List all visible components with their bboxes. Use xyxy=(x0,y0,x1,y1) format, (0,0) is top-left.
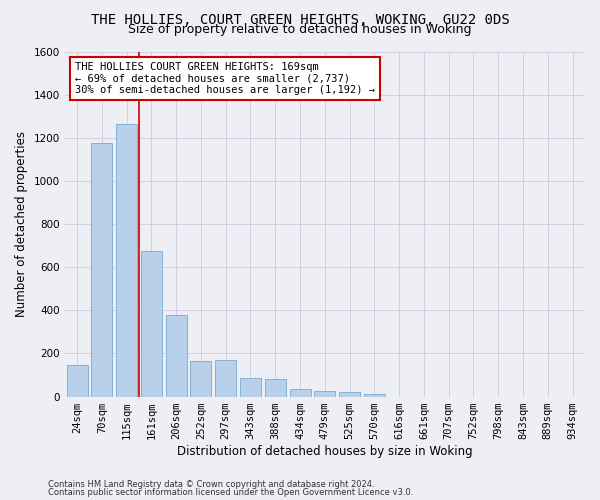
Bar xyxy=(141,251,162,396)
Bar xyxy=(265,379,286,396)
Bar xyxy=(91,143,112,397)
Bar xyxy=(339,392,360,396)
Bar xyxy=(67,366,88,396)
Text: THE HOLLIES COURT GREEN HEIGHTS: 169sqm
← 69% of detached houses are smaller (2,: THE HOLLIES COURT GREEN HEIGHTS: 169sqm … xyxy=(75,62,375,95)
Text: Contains public sector information licensed under the Open Government Licence v3: Contains public sector information licen… xyxy=(48,488,413,497)
Bar xyxy=(314,391,335,396)
Bar xyxy=(215,360,236,397)
Bar xyxy=(116,124,137,396)
Bar xyxy=(290,389,311,396)
X-axis label: Distribution of detached houses by size in Woking: Distribution of detached houses by size … xyxy=(177,444,473,458)
Text: Contains HM Land Registry data © Crown copyright and database right 2024.: Contains HM Land Registry data © Crown c… xyxy=(48,480,374,489)
Text: Size of property relative to detached houses in Woking: Size of property relative to detached ho… xyxy=(128,22,472,36)
Bar xyxy=(166,314,187,396)
Bar xyxy=(364,394,385,396)
Text: THE HOLLIES, COURT GREEN HEIGHTS, WOKING, GU22 0DS: THE HOLLIES, COURT GREEN HEIGHTS, WOKING… xyxy=(91,12,509,26)
Y-axis label: Number of detached properties: Number of detached properties xyxy=(15,131,28,317)
Bar xyxy=(240,378,261,396)
Bar xyxy=(190,361,211,396)
